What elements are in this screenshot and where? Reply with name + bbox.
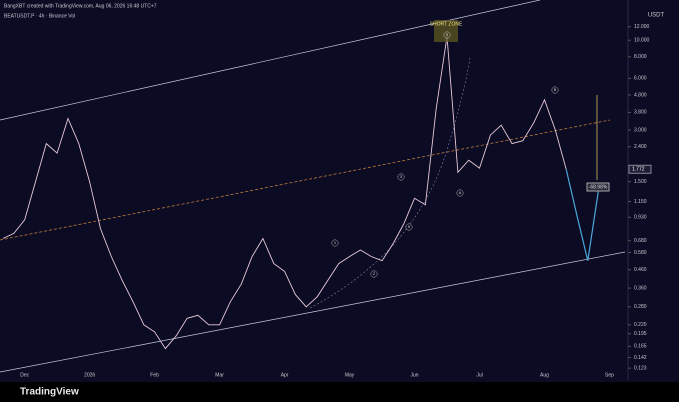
x-tick-label: Mar: [215, 372, 224, 378]
y-tick-label: 0.930: [634, 215, 647, 221]
y-tick-label: 2.400: [634, 144, 647, 150]
y-tick-label: 0.220: [634, 322, 647, 328]
price-line: [2, 36, 567, 350]
y-tick-label: 3.000: [634, 127, 647, 133]
wave-circle: [456, 189, 464, 197]
x-tick-label: Dec: [20, 372, 29, 378]
wave-circle: [405, 223, 413, 231]
wave-circle: [397, 173, 405, 181]
wave-circle: [551, 86, 559, 94]
symbol-line: BEATUSDT.P · 4h · Binance Vol: [4, 13, 75, 19]
channel-middle: [0, 119, 611, 241]
y-tick-label: 3.800: [634, 110, 647, 116]
curve-guide: [309, 57, 471, 309]
y-tick-label: 0.142: [634, 355, 647, 361]
price-line: [565, 169, 600, 261]
wave-circle: [370, 270, 378, 278]
annotation: SHORT ZONE: [430, 21, 463, 27]
x-tick-label: Apr: [281, 372, 289, 378]
target-box: [586, 182, 610, 192]
y-tick-label: 0.195: [634, 331, 647, 337]
y-tick-label: 0.280: [634, 304, 647, 310]
annotation: B: [554, 87, 557, 92]
annotation: A: [459, 190, 462, 195]
y-tick-label: 0.123: [634, 365, 647, 371]
annotation: -68.98%: [589, 184, 608, 190]
y-tick-label: 0.360: [634, 285, 647, 291]
footer-bar: [0, 382, 679, 402]
annotation: 2: [373, 271, 376, 276]
x-tick-label: Jul: [476, 372, 482, 378]
y-tick-label: 0.460: [634, 267, 647, 273]
wave-circle: [331, 239, 339, 247]
currency: USDT: [648, 13, 665, 19]
annotation: 1: [334, 240, 337, 245]
last-price-label: 1.772: [632, 167, 645, 173]
channel-lower: [0, 251, 626, 373]
last-price-box: [628, 164, 652, 174]
brand: TradingView: [20, 387, 79, 398]
y-tick-label: 4.800: [634, 92, 647, 98]
y-tick-label: 1.150: [634, 199, 647, 205]
wave-circle: [443, 31, 451, 39]
y-tick-label: 6.000: [634, 76, 647, 82]
short-zone-box: [434, 20, 458, 42]
x-tick-label: Sep: [605, 372, 614, 378]
y-tick-label: 1.500: [634, 179, 647, 185]
x-tick-label: May: [345, 372, 355, 378]
x-tick-label: Aug: [540, 372, 549, 378]
y-tick-label: 0.580: [634, 250, 647, 256]
annotation: 4: [408, 224, 411, 229]
y-tick-label: 8.000: [634, 54, 647, 60]
x-tick-label: Jun: [411, 372, 419, 378]
x-tick-label: Feb: [150, 372, 159, 378]
x-tick-label: 2026: [84, 372, 95, 378]
annotation: 3: [400, 174, 403, 179]
y-tick-label: 12.000: [634, 24, 650, 30]
annotation: 5: [446, 32, 449, 37]
author-line: BangXBT created with TradingView.com, Au…: [4, 3, 157, 9]
y-tick-label: 0.680: [634, 238, 647, 244]
y-tick-label: 10.000: [634, 38, 650, 44]
y-tick-label: 0.165: [634, 344, 647, 350]
